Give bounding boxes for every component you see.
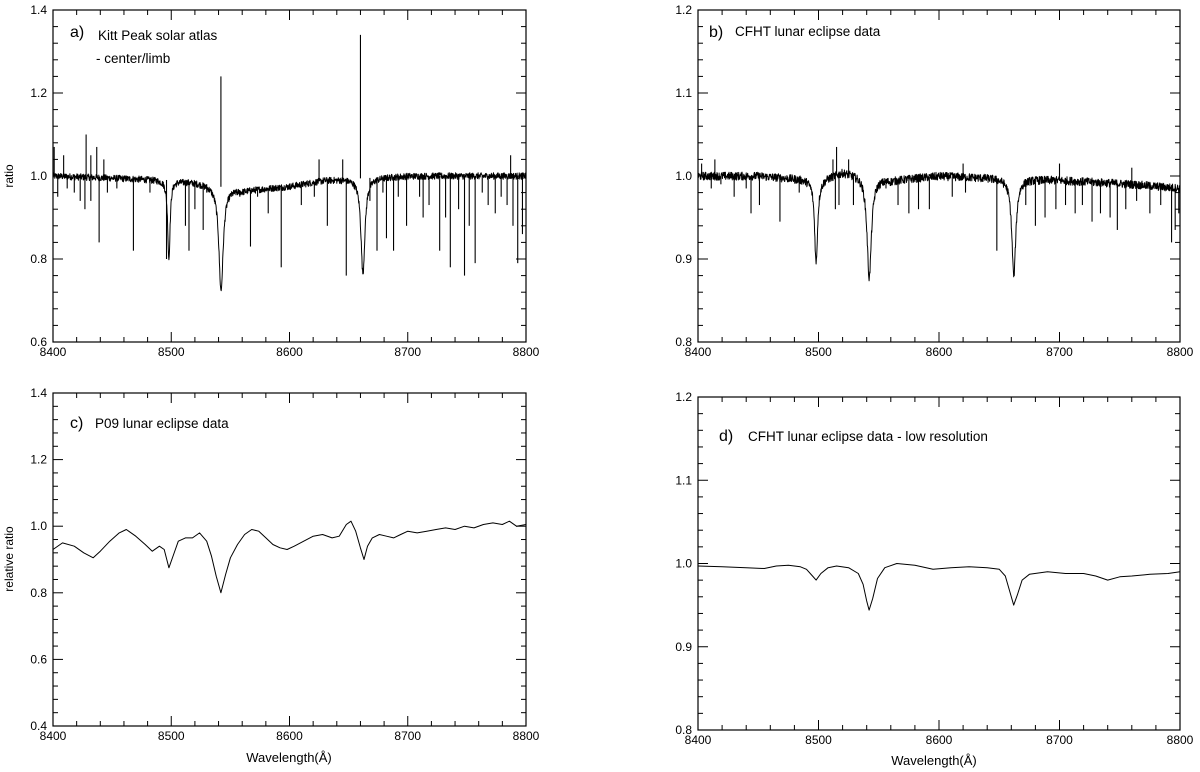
- panel-b-ytick-label: 0.8: [675, 335, 692, 349]
- panel-c-plot: [52, 520, 527, 594]
- panel-d-frame: 8400 8500 8600 8700 8800 0.8 0.9 1.0 1.1 1.2: [675, 390, 1193, 747]
- panel-d-ytick-label: 1.1: [675, 473, 692, 487]
- panel-c-frame: 8400 8500 8600 8700 8800 0.4 0.6 0.8 1.0 1.2 1.4: [30, 386, 539, 743]
- panel-c: 8400 8500 8600 8700 8800 0.4 0.6 0.8 1.0 1.2 1.4 c…: [2, 386, 540, 765]
- panel-a-ytick-label: 1.2: [30, 86, 47, 100]
- panel-a-ytick-label: 1.0: [30, 169, 47, 183]
- panel-b-label: b): [709, 24, 723, 41]
- panel-d-ytick-label: 0.9: [675, 640, 692, 654]
- panel-a-label: a): [70, 24, 84, 41]
- panel-a-spectrum-line: [52, 172, 527, 292]
- panel-b-annotation-line-1: CFHT lunar eclipse data: [735, 24, 881, 39]
- panel-a-frame: 8400 8500 8600 8700 8800 0.6 0.8 1.0 1.2 1.4: [30, 3, 539, 359]
- panel-c-ytick-label: 1.2: [30, 453, 47, 467]
- panel-b-xtick-label: 8400: [685, 345, 712, 359]
- panel-c-axes-box: [52, 392, 527, 727]
- panel-a-xtick-label: 8700: [394, 345, 421, 359]
- panel-c-xlabel: Wavelength(Å): [246, 750, 332, 765]
- panel-d-annotation-line-1: CFHT lunar eclipse data - low resolution: [748, 429, 988, 444]
- panel-b-xtick-label: 8600: [926, 345, 953, 359]
- panel-d-xtick-label: 8800: [1167, 733, 1194, 747]
- panel-c-xtick-label: 8500: [158, 729, 185, 743]
- panel-d-xtick-label: 8700: [1046, 733, 1073, 747]
- panel-d-ytick-label: 1.2: [675, 390, 692, 404]
- panel-c-xtick-label: 8400: [40, 729, 67, 743]
- panel-c-ytick-label: 0.8: [30, 586, 47, 600]
- panel-b: 8400 8500 8600 8700 8800 0.8 0.9 1.0 1.1 1.2 b) C…: [675, 3, 1193, 359]
- panel-a-xtick-label: 8500: [158, 345, 185, 359]
- panel-d-xtick-label: 8500: [805, 733, 832, 747]
- panel-a-ylabel: ratio: [2, 164, 16, 188]
- panel-d-xlabel: Wavelength(Å): [891, 753, 977, 768]
- panel-d-xtick-label: 8600: [926, 733, 953, 747]
- panel-a-xtick-label: 8800: [513, 345, 540, 359]
- panel-c-label: c): [70, 415, 83, 432]
- panel-c-xtick-label: 8800: [513, 729, 540, 743]
- panel-d-xtick-label: 8400: [685, 733, 712, 747]
- panel-a-plot: [52, 34, 527, 292]
- panel-d-ytick-label: 0.8: [675, 723, 692, 737]
- panel-b-plot: [697, 146, 1181, 282]
- panel-a: 8400 8500 8600 8700 8800 0.6 0.8 1.0 1.2 1.4 a) K…: [2, 3, 540, 359]
- panel-d-spectrum-line: [697, 563, 1181, 611]
- panel-a-xtick-label: 8600: [276, 345, 303, 359]
- panel-b-frame: 8400 8500 8600 8700 8800 0.8 0.9 1.0 1.1 1.2: [675, 3, 1193, 359]
- panel-c-ytick-label: 1.4: [30, 386, 47, 400]
- panel-c-xtick-label: 8700: [394, 729, 421, 743]
- panel-d-axes-box: [697, 396, 1181, 731]
- panel-d-label: d): [719, 428, 733, 445]
- panel-b-xtick-label: 8800: [1167, 345, 1194, 359]
- panel-c-ylabel: relative ratio: [2, 526, 16, 592]
- panel-a-ytick-label: 0.8: [30, 252, 47, 266]
- panel-a-ytick-label: 0.6: [30, 335, 47, 349]
- panel-d-ytick-label: 1.0: [675, 557, 692, 571]
- panel-d: 8400 8500 8600 8700 8800 0.8 0.9 1.0 1.1 1.2 d) C…: [675, 390, 1193, 768]
- panel-b-ytick-label: 1.0: [675, 169, 692, 183]
- panel-b-xtick-label: 8500: [805, 345, 832, 359]
- panel-a-ytick-label: 1.4: [30, 3, 47, 17]
- panel-d-plot: [697, 563, 1181, 611]
- panel-a-annotation-line-2: - center/limb: [96, 51, 170, 66]
- panel-b-ytick-label: 0.9: [675, 252, 692, 266]
- panel-b-spectrum-line: [697, 168, 1181, 282]
- panel-a-xtick-label: 8400: [40, 345, 67, 359]
- panel-b-xtick-label: 8700: [1046, 345, 1073, 359]
- panel-c-spectrum-line: [52, 520, 527, 594]
- panel-c-xtick-label: 8600: [276, 729, 303, 743]
- panel-b-ytick-label: 1.2: [675, 3, 692, 17]
- panel-a-annotation-line-1: Kitt Peak solar atlas: [98, 28, 218, 43]
- panel-c-annotation-line-1: P09 lunar eclipse data: [95, 416, 229, 431]
- panel-c-ytick-label: 0.6: [30, 652, 47, 666]
- panel-c-ytick-label: 1.0: [30, 519, 47, 533]
- panel-c-ytick-label: 0.4: [30, 719, 47, 733]
- panel-b-ytick-label: 1.1: [675, 86, 692, 100]
